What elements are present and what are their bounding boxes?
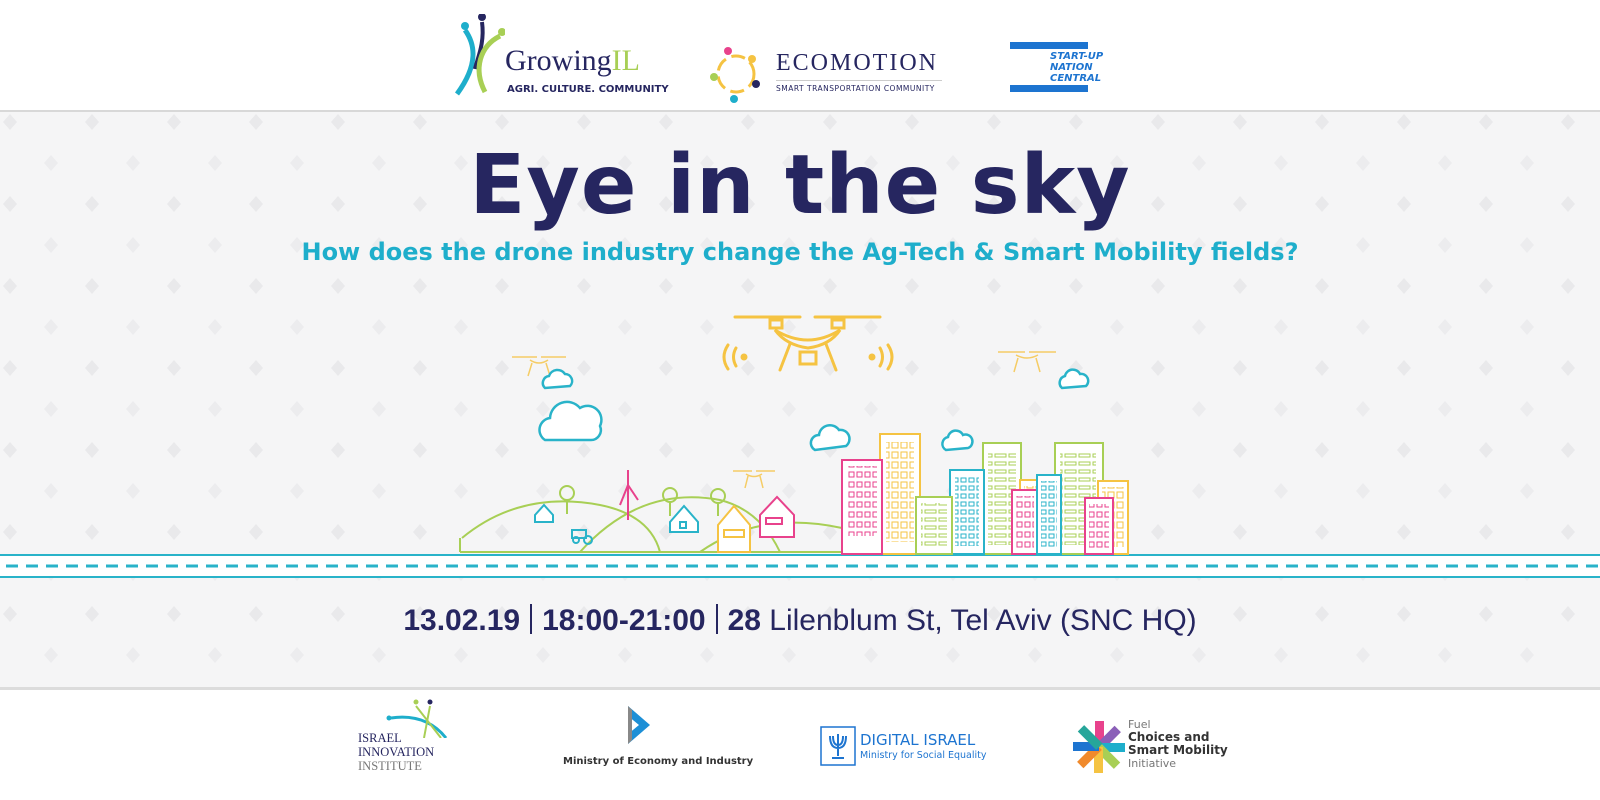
fuel-line4: Initiative: [1128, 757, 1177, 770]
city-buildings: [841, 433, 1129, 555]
fuel-line2: Choices and: [1128, 730, 1210, 744]
cloud-icon: [538, 400, 603, 442]
cloud-icon: [941, 429, 974, 452]
event-details: 13.02.19 18:00-21:00 28 Lilenblum St, Tel …: [0, 604, 1600, 638]
small-drone-icon: [733, 470, 775, 489]
snc-flag-stripe-top: [1010, 42, 1088, 49]
house-icon: [759, 495, 795, 538]
road: [0, 555, 1600, 577]
digital-israel-sub: Ministry for Social Equality: [860, 750, 987, 761]
snc-line3: CENTRAL: [1050, 73, 1102, 84]
snc-logo: START-UP NATION CENTRAL: [1010, 42, 1120, 94]
digital-israel-logo: DIGITAL ISRAEL Ministry for Social Equal…: [820, 726, 987, 772]
event-time: 18:00-21:00: [542, 604, 706, 637]
ecomotion-logo: ECOMOTION SMART TRANSPORTATION COMMUNITY: [708, 44, 948, 104]
main-drone-icon: [722, 315, 894, 372]
iii-line3: INSTITUTE: [358, 759, 422, 773]
ministry-name: Ministry of Economy and Industry: [563, 756, 754, 767]
bottom-logo-bar: ISRAEL INNOVATION INSTITUTE Ministry of …: [0, 687, 1600, 800]
growingil-figure-icon: [455, 14, 505, 96]
iii-line2: INNOVATION: [358, 745, 435, 759]
snc-line2: NATION: [1050, 62, 1093, 73]
event-location: Lilenblum St, Tel Aviv (SNC HQ): [769, 604, 1197, 637]
house-icon: [717, 504, 751, 553]
cloud-icon: [809, 423, 851, 452]
tractor-icon: [571, 529, 593, 545]
fuel-choices-logo: Fuel Choices and Smart Mobility Initiati…: [1072, 718, 1232, 788]
israel-innovation-institute-logo: ISRAEL INNOVATION INSTITUTE: [356, 698, 466, 778]
iii-swoosh-icon: [386, 699, 448, 738]
diamond-pattern-background: [0, 112, 1600, 687]
separator: [715, 604, 718, 634]
fuel-line3: Smart Mobility: [1128, 743, 1228, 757]
event-location-number: 28: [727, 604, 761, 637]
event-subtitle: How does the drone industry change the A…: [301, 238, 1299, 266]
growingil-name: Growing: [505, 44, 612, 77]
cloud-icon: [1058, 368, 1090, 390]
ecomotion-tagline: SMART TRANSPORTATION COMMUNITY: [776, 84, 935, 93]
house-icon: [534, 503, 699, 533]
fuel-line1: Fuel: [1128, 718, 1151, 731]
ecomotion-ring-icon: [710, 47, 760, 103]
ecomotion-divider: [776, 80, 942, 81]
separator: [530, 604, 533, 634]
main-banner: [0, 112, 1600, 687]
snc-flag-stripe-bottom: [1010, 85, 1088, 92]
small-drone-icon: [998, 351, 1056, 373]
cloud-icon: [541, 368, 574, 390]
growingil-name-accent: IL: [611, 44, 640, 77]
top-logo-bar: GrowingIL AGRI. CULTURE. COMMUNITY ECOMO…: [0, 0, 1600, 112]
digital-israel-name: DIGITAL ISRAEL: [860, 731, 976, 749]
drone-city-illustration: [0, 315, 1600, 578]
menorah-emblem-icon: [820, 726, 856, 766]
event-title: Eye in the sky: [469, 138, 1131, 233]
growingil-logo: GrowingIL AGRI. CULTURE. COMMUNITY: [455, 14, 669, 100]
fuel-choices-star-icon: [1073, 721, 1125, 773]
ecomotion-name: ECOMOTION: [776, 50, 938, 76]
windmill-icon: [619, 470, 639, 520]
iii-line1: ISRAEL: [358, 731, 402, 745]
growingil-tagline: AGRI. CULTURE. COMMUNITY: [507, 84, 669, 95]
ministry-play-icon: [628, 706, 650, 744]
event-date: 13.02.19: [403, 604, 521, 637]
snc-line1: START-UP: [1050, 51, 1104, 62]
ministry-economy-logo: Ministry of Economy and Industry: [560, 704, 753, 774]
tree-icon: [559, 485, 726, 516]
